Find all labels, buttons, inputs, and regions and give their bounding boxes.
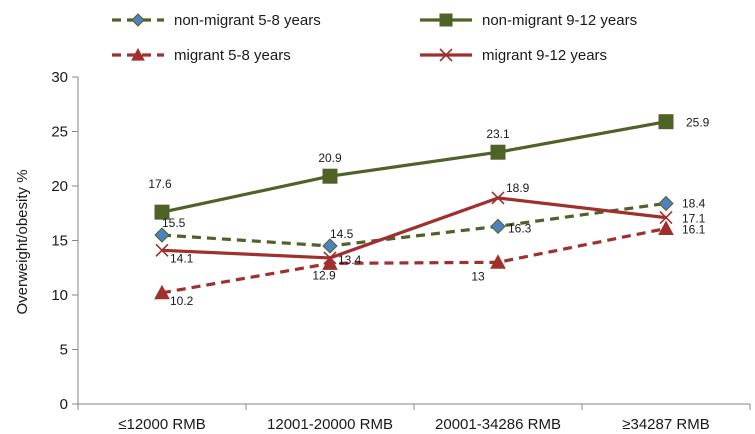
legend-item-2: migrant 5-8 years: [112, 47, 291, 64]
data-label: 12.9: [312, 268, 336, 282]
data-point-2-1: [322, 255, 338, 270]
data-label: 17.1: [682, 212, 706, 226]
marker-stroke: [659, 211, 673, 225]
data-label: 16.3: [508, 221, 532, 235]
series-line-1: [161, 120, 667, 214]
data-label: 16.1: [682, 223, 706, 237]
data-point-1-1: [322, 168, 338, 184]
y-tick-label: 0: [60, 396, 68, 413]
data-point-3-0: [155, 243, 169, 257]
data-label: 10.2: [170, 294, 194, 308]
legend-item-1: non-migrant 9-12 years: [420, 12, 637, 29]
x-tick-label: ≥34287 RMB: [622, 416, 709, 433]
series-line-2: [161, 226, 667, 295]
data-point-1-0: [154, 204, 170, 220]
legend-label: non-migrant 9-12 years: [482, 12, 637, 29]
legend-label: migrant 5-8 years: [174, 47, 291, 64]
marker-stroke: [155, 243, 169, 257]
legend-marker: [131, 47, 145, 61]
x-tick-label: 12001-20000 RMB: [267, 416, 393, 433]
data-label: 25.9: [686, 116, 710, 130]
data-point-0-3: [658, 195, 674, 212]
data-point-0-2: [490, 218, 506, 235]
y-tick-label: 20: [51, 178, 68, 195]
series-line-0: [161, 201, 667, 248]
data-labels: 15.5 14.5 16.3 18.4 17.6 20.9 23.1 25.9 10.2 12.9…: [148, 116, 709, 308]
data-label: 14.5: [330, 227, 354, 241]
y-tick-label: 10: [51, 287, 68, 304]
data-label: 14.1: [170, 251, 194, 265]
data-point-1-2: [490, 144, 506, 160]
legend-marker: [131, 13, 145, 27]
y-tick-label: 30: [51, 69, 68, 86]
data-label: 23.1: [486, 127, 510, 141]
marker-stroke: [491, 191, 505, 205]
series-layer: [154, 114, 674, 300]
data-label: 18.4: [682, 196, 706, 210]
data-point-1-3: [658, 114, 674, 130]
legend-label: migrant 9-12 years: [482, 47, 607, 64]
y-tick-label: 15: [51, 233, 68, 250]
marker-stroke: [323, 251, 337, 265]
data-label: 17.6: [148, 177, 172, 191]
legend-marker: [439, 48, 453, 62]
y-tick-label: 25: [51, 124, 68, 141]
legend-label: non-migrant 5-8 years: [174, 12, 321, 29]
data-label: 13.4: [338, 253, 362, 267]
x-tick-label: ≤12000 RMB: [118, 416, 205, 433]
data-point-3-3: [659, 211, 673, 225]
data-point-3-2: [491, 191, 505, 205]
data-point-2-2: [490, 254, 506, 269]
y-tick-label: 5: [60, 342, 68, 359]
legend: non-migrant 5-8 years non-migrant 9-12 ye…: [112, 12, 637, 64]
data-point-0-0: [154, 227, 170, 243]
data-label: 18.9: [506, 181, 530, 195]
data-point-3-1: [323, 251, 337, 265]
series-line-3: [161, 196, 667, 260]
data-point-2-0: [154, 284, 170, 300]
marker-stroke: [439, 48, 453, 62]
y-axis-label: Overweight/obesity %: [14, 169, 31, 314]
legend-item-3: migrant 9-12 years: [420, 47, 607, 64]
x-tick-label: 20001-34286 RMB: [435, 416, 561, 433]
data-point-2-3: [658, 220, 674, 235]
data-label: 13: [471, 269, 485, 283]
axes: Overweight/obesity % 0 5 10 15 20 25 30 ≤12000 …: [14, 69, 751, 433]
data-point-0-1: [322, 238, 338, 254]
data-label: 15.5: [162, 216, 186, 230]
data-label: 20.9: [318, 151, 342, 165]
legend-item-0: non-migrant 5-8 years: [112, 12, 321, 29]
legend-marker: [439, 13, 453, 27]
